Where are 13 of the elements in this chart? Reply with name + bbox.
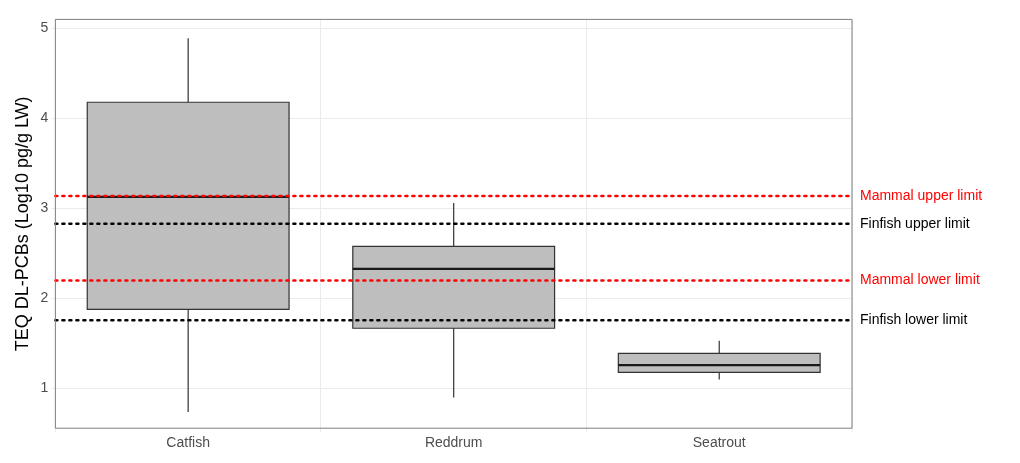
ref-line-label: Finfish lower limit xyxy=(860,311,968,328)
y-tick-label: 1 xyxy=(40,379,49,396)
y-tick-label: 2 xyxy=(40,289,49,306)
y-axis-title: TEQ DL-PCBs (Log10 pg/g LW) xyxy=(11,96,32,352)
ref-line-label: Finfish upper limit xyxy=(860,214,970,231)
y-tick-label: 3 xyxy=(40,199,49,216)
x-tick-label: Seatrout xyxy=(692,434,746,451)
y-tick-label: 5 xyxy=(40,19,49,36)
ref-line-label: Mammal upper limit xyxy=(860,186,983,203)
x-tick-label: Reddrum xyxy=(424,434,483,451)
x-tick-label: Catfish xyxy=(166,434,210,451)
y-tick-label: 4 xyxy=(40,109,49,126)
ref-line-label: Mammal lower limit xyxy=(860,271,980,288)
